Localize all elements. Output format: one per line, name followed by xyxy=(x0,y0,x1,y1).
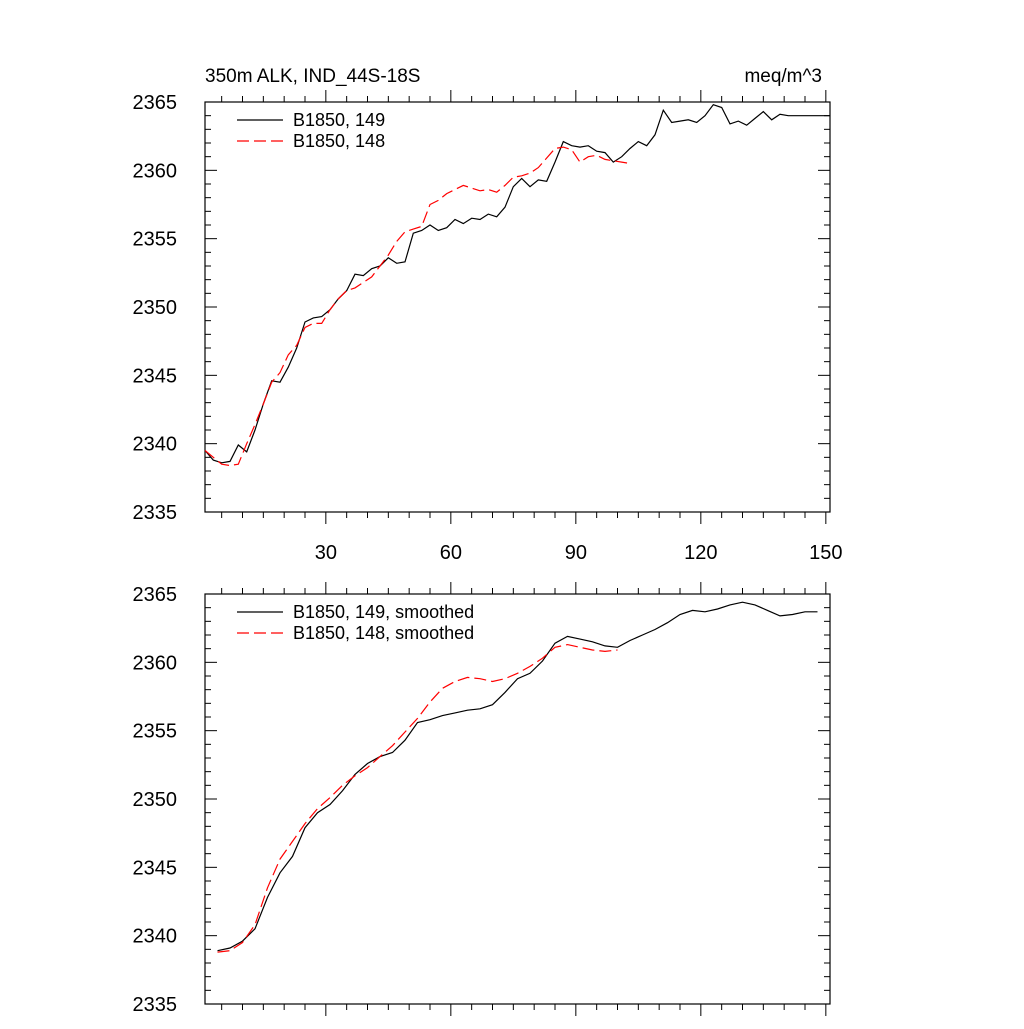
plot-frame xyxy=(204,593,831,1005)
y-tick-label: 2340 xyxy=(133,434,178,456)
panel-1: 2335 2340 2345 2350 2355 2360 2365 30 60 90 120 150… xyxy=(133,66,843,564)
y-tick-label: 2365 xyxy=(133,92,178,114)
series-line-149 xyxy=(217,601,818,952)
panel-2: 2335 2340 2345 2350 2355 2360 2365 B1850, 149, … xyxy=(133,582,831,1016)
legend-label-149: B1850, 149, smoothed xyxy=(293,602,474,622)
series-line-148 xyxy=(204,146,631,467)
x-tick-label: 150 xyxy=(809,542,842,564)
y-tick-label: 2335 xyxy=(133,502,178,524)
y-tick-label: 2340 xyxy=(133,926,178,948)
x-tick-label: 30 xyxy=(315,542,337,564)
y-tick-label: 2345 xyxy=(133,857,178,879)
chart-title-left: 350m ALK, IND_44S-18S xyxy=(205,66,420,87)
y-tick-label: 2345 xyxy=(133,365,178,387)
series-line-148 xyxy=(217,643,618,953)
plot-frame xyxy=(204,101,831,513)
y-tick-label: 2355 xyxy=(133,229,178,251)
legend-label-148: B1850, 148 xyxy=(293,131,385,151)
legend-label-148: B1850, 148, smoothed xyxy=(293,623,474,643)
y-tick-label: 2360 xyxy=(133,652,178,674)
y-tick-label: 2355 xyxy=(133,721,178,743)
y-tick-label: 2365 xyxy=(133,584,178,606)
chart-title-right: meq/m^3 xyxy=(744,66,822,87)
y-tick-label: 2360 xyxy=(133,160,178,182)
x-tick-label: 60 xyxy=(440,542,462,564)
x-tick-label: 120 xyxy=(684,542,717,564)
y-tick-label: 2350 xyxy=(133,297,178,319)
y-tick-label: 2350 xyxy=(133,789,178,811)
y-tick-label: 2335 xyxy=(133,994,178,1016)
series-line-149 xyxy=(204,103,830,464)
x-tick-label: 90 xyxy=(565,542,587,564)
legend-label-149: B1850, 149 xyxy=(293,110,385,130)
